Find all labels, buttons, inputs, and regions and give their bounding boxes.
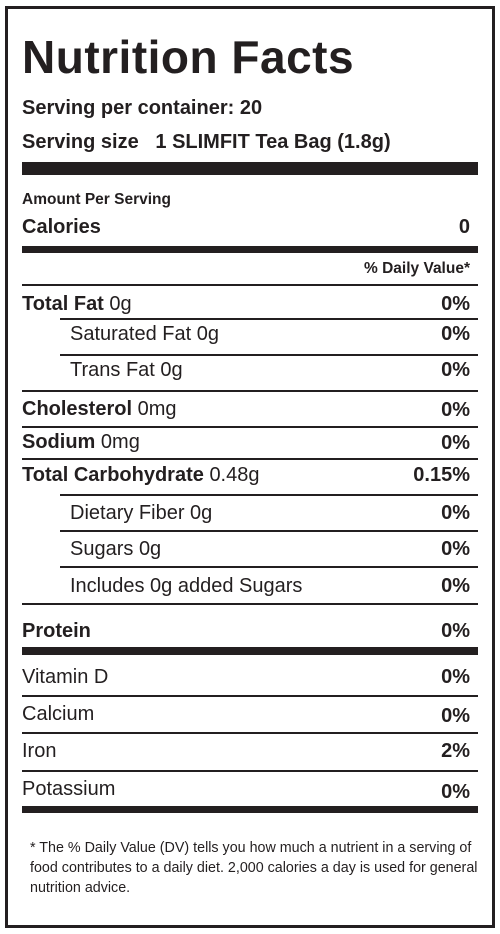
nutrient-row: Includes 0g added Sugars [70,575,303,597]
divider [22,390,478,392]
serving-size-label: Serving size [22,131,139,153]
nutrient-row: Sugars 0g [70,538,162,560]
calories-label: Calories [22,216,101,238]
nutrient-row: Total Fat 0g [22,293,132,315]
vitamin-dv: 2% [441,740,470,762]
divider [22,603,478,605]
nutrient-dv: 0% [441,323,470,345]
thick-divider [22,162,478,175]
divider [22,284,478,286]
vitamin-dv: 0% [441,666,470,688]
nutrient-row: Saturated Fat 0g [70,323,219,345]
amount-per-serving: Amount Per Serving [22,191,171,208]
divider [22,458,478,460]
medium-divider [22,246,478,253]
nutrient-row: Trans Fat 0g [70,359,183,381]
nutrient-row: Total Carbohydrate 0.48g [22,464,260,486]
divider [60,566,478,568]
nutrient-dv: 0% [441,432,470,454]
serving-size-value: 1 SLIMFIT Tea Bag (1.8g) [155,131,391,153]
divider [22,426,478,428]
vitamin-row: Calcium [22,703,95,725]
divider [60,494,478,496]
medium-divider [22,806,478,813]
nutrition-label [5,6,495,928]
nutrient-dv: 0% [441,359,470,381]
nutrient-dv: 0.15% [413,464,470,486]
nutrient-row: Protein [22,620,91,642]
divider [60,530,478,532]
divider [60,318,478,320]
nutrient-dv: 0% [441,575,470,597]
nutrient-dv: 0% [441,502,470,524]
medium-divider [22,647,478,655]
daily-value-header: % Daily Value* [364,260,470,277]
nutrient-row: Dietary Fiber 0g [70,502,213,524]
vitamin-dv: 0% [441,705,470,727]
serving-size: Serving size 1 SLIMFIT Tea Bag (1.8g) [22,132,391,152]
calories-value: 0 [458,216,470,238]
vitamin-dv: 0% [441,781,470,803]
vitamin-row: Potassium [22,778,116,800]
divider [22,770,478,772]
servings-per-container: Serving per container: 20 [22,97,263,119]
label-title: Nutrition Facts [22,31,355,83]
divider [22,732,478,734]
vitamin-row: Iron [22,740,57,762]
nutrient-dv: 0% [441,399,470,421]
nutrient-row: Sodium 0mg [22,431,140,453]
nutrient-dv: 0% [441,538,470,560]
divider [60,354,478,356]
divider [22,695,478,697]
nutrient-row: Cholesterol 0mg [22,398,177,420]
nutrient-dv: 0% [441,293,470,315]
nutrient-dv: 0% [441,620,470,642]
vitamin-row: Vitamin D [22,666,109,688]
footnote: * The % Daily Value (DV) tells you how m… [30,840,478,896]
